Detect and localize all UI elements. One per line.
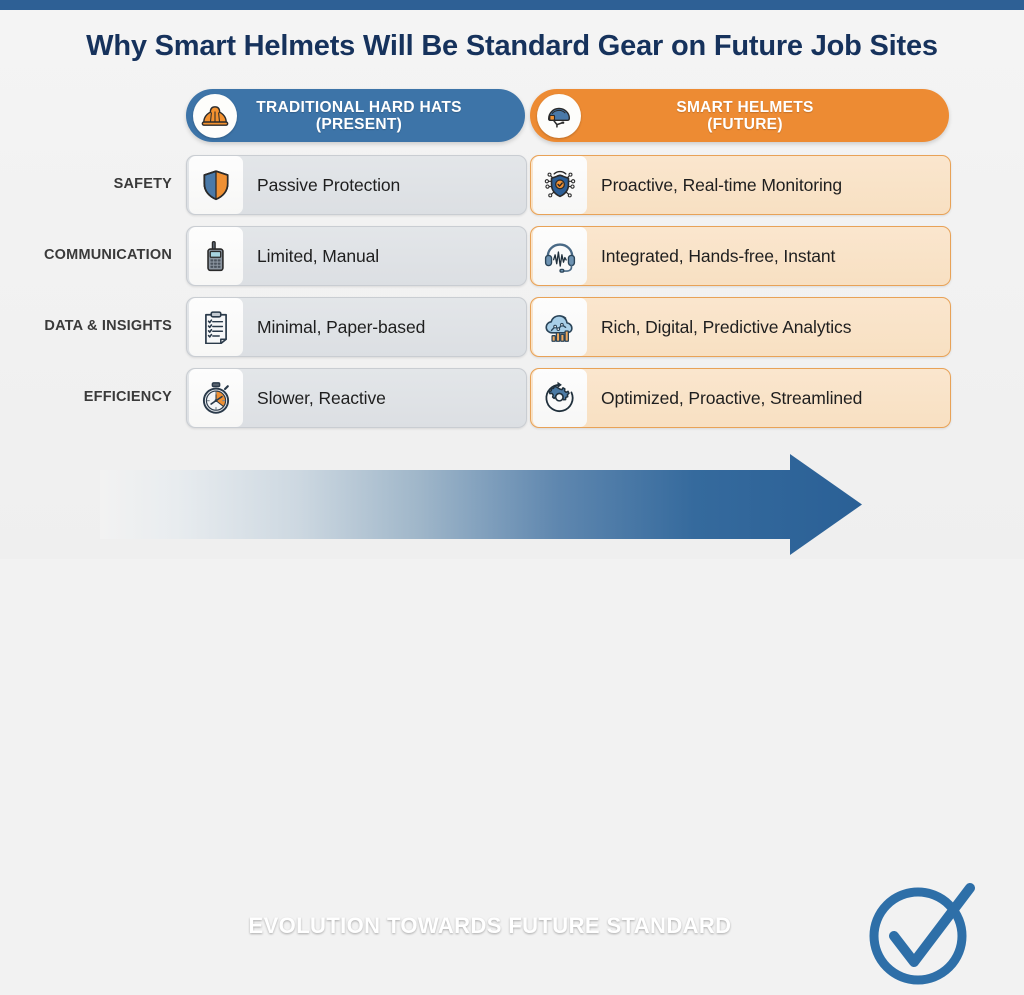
top-accent-bar bbox=[0, 0, 1024, 10]
cell-present-data-insights[interactable]: Minimal, Paper-based bbox=[186, 297, 527, 357]
cell-present-safety-text: Passive Protection bbox=[257, 174, 401, 195]
future-title-line1: SMART HELMETS bbox=[676, 98, 814, 116]
cell-future-efficiency[interactable]: Optimized, Proactive, Streamlined bbox=[530, 368, 951, 428]
column-header-present-label: TRADITIONAL HARD HATS (PRESENT) bbox=[237, 99, 525, 133]
evolution-label: EVOLUTION TOWARDS FUTURE STANDARD bbox=[248, 913, 732, 938]
circle-check-icon bbox=[862, 880, 982, 990]
shield-icon bbox=[189, 156, 243, 214]
stopwatch-icon bbox=[189, 369, 243, 427]
gear-refresh-icon bbox=[533, 369, 587, 427]
connected-shield-icon bbox=[533, 156, 587, 214]
clipboard-icon bbox=[189, 298, 243, 356]
cell-future-safety-text: Proactive, Real-time Monitoring bbox=[601, 174, 843, 195]
present-title-line1: TRADITIONAL HARD HATS bbox=[256, 98, 462, 116]
future-title-line2: (FUTURE) bbox=[707, 115, 783, 133]
row-label-data-insights: DATA & INSIGHTS bbox=[44, 318, 172, 334]
column-header-future[interactable]: SMART HELMETS (FUTURE) bbox=[530, 89, 949, 142]
cell-present-efficiency-text: Slower, Reactive bbox=[257, 387, 386, 408]
cell-future-efficiency-text: Optimized, Proactive, Streamlined bbox=[601, 387, 863, 408]
cell-present-efficiency[interactable]: Slower, Reactive bbox=[186, 368, 527, 428]
evolution-arrow-icon bbox=[100, 454, 862, 555]
cell-present-data-insights-text: Minimal, Paper-based bbox=[257, 316, 426, 337]
cell-present-communication[interactable]: Limited, Manual bbox=[186, 226, 527, 286]
infographic-canvas: Why Smart Helmets Will Be Standard Gear … bbox=[0, 10, 1024, 985]
headset-icon bbox=[533, 227, 587, 285]
cell-future-safety[interactable]: Proactive, Real-time Monitoring bbox=[530, 155, 951, 215]
evolution-banner: EVOLUTION TOWARDS FUTURE STANDARD bbox=[0, 440, 1024, 985]
page-title: Why Smart Helmets Will Be Standard Gear … bbox=[86, 30, 938, 62]
cell-future-communication[interactable]: Integrated, Hands-free, Instant bbox=[530, 226, 951, 286]
column-header-future-label: SMART HELMETS (FUTURE) bbox=[581, 99, 949, 133]
present-title-line2: (PRESENT) bbox=[315, 115, 403, 133]
column-header-present[interactable]: TRADITIONAL HARD HATS (PRESENT) bbox=[186, 89, 525, 142]
row-label-safety: SAFETY bbox=[113, 176, 172, 192]
cell-future-communication-text: Integrated, Hands-free, Instant bbox=[601, 245, 836, 266]
hard-hat-icon bbox=[193, 93, 237, 138]
cloud-analytics-icon bbox=[533, 298, 587, 356]
cell-future-data-insights-text: Rich, Digital, Predictive Analytics bbox=[601, 316, 852, 337]
row-label-communication: COMMUNICATION bbox=[44, 247, 172, 263]
cell-present-communication-text: Limited, Manual bbox=[257, 245, 380, 266]
walkie-talkie-icon bbox=[189, 227, 243, 285]
row-label-efficiency: EFFICIENCY bbox=[83, 389, 172, 405]
cell-future-data-insights[interactable]: Rich, Digital, Predictive Analytics bbox=[530, 297, 951, 357]
cell-present-safety[interactable]: Passive Protection bbox=[186, 155, 527, 215]
smart-helmet-icon bbox=[537, 93, 581, 138]
